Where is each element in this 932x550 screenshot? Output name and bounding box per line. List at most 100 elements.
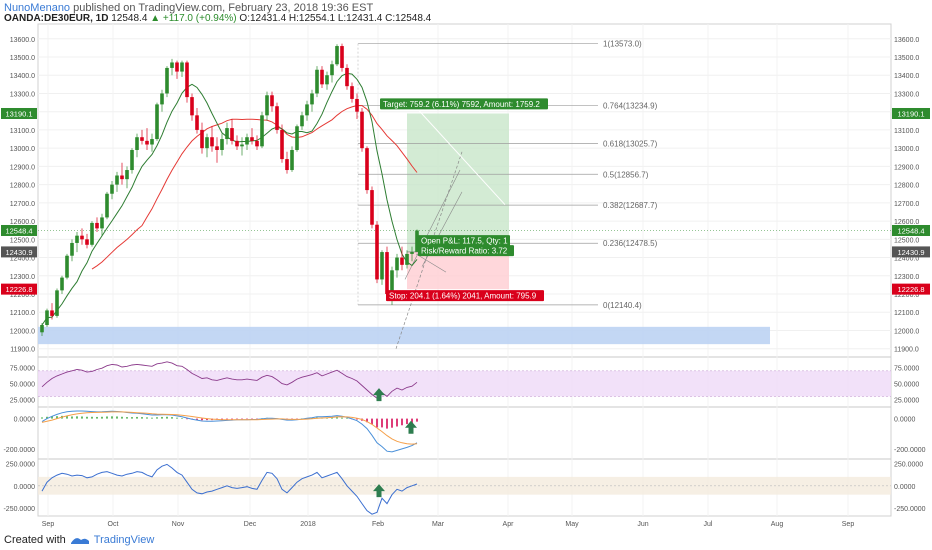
candle-body bbox=[155, 104, 159, 140]
candle-body bbox=[250, 137, 254, 141]
macd-signal-line bbox=[41, 411, 418, 445]
candle-body bbox=[70, 242, 74, 256]
fib-level-label: 0(12140.4) bbox=[603, 301, 642, 310]
tradingview-logo-icon bbox=[70, 538, 89, 544]
y-tick-label-left: 13300.0 bbox=[10, 91, 35, 98]
rsi-tick-left: 75.0000 bbox=[10, 366, 35, 373]
candle-body bbox=[360, 111, 364, 149]
y-tick-label-right: 12800.0 bbox=[894, 183, 919, 190]
x-tick-label: Sep bbox=[42, 521, 55, 528]
candle-body bbox=[390, 270, 394, 295]
target-price-badge-right: 13190.1 bbox=[897, 109, 924, 118]
macd-histogram-bar bbox=[346, 418, 348, 419]
candle-body bbox=[365, 148, 369, 191]
y-tick-label-left: 11900.0 bbox=[10, 347, 35, 354]
candle-body bbox=[395, 257, 399, 271]
y-tick-label-right: 12600.0 bbox=[894, 219, 919, 226]
y-tick-label-right: 12300.0 bbox=[894, 274, 919, 281]
y-tick-label-left: 13600.0 bbox=[10, 37, 35, 44]
cci-line bbox=[41, 463, 418, 515]
candle-body bbox=[270, 95, 274, 107]
rsi-tick-left: 25.0000 bbox=[10, 398, 35, 405]
candle-body bbox=[125, 170, 129, 180]
candle-body bbox=[405, 253, 409, 265]
footer: Created with TradingView bbox=[4, 534, 154, 546]
candle-body bbox=[150, 139, 154, 145]
macd-tick-left: -200.0000 bbox=[3, 447, 35, 454]
macd-histogram-bar bbox=[111, 416, 113, 419]
macd-histogram-bar bbox=[236, 418, 238, 420]
x-tick-label: Aug bbox=[771, 521, 784, 528]
candle-body bbox=[45, 310, 49, 326]
x-tick-label: Mar bbox=[432, 521, 445, 528]
symbol-name: OANDA:DE30EUR, 1D bbox=[4, 13, 109, 24]
candle-body bbox=[190, 97, 194, 116]
y-tick-label-left: 12700.0 bbox=[10, 201, 35, 208]
symbol-line: OANDA:DE30EUR, 1D 12548.4 ▲ +117.0 (+0.9… bbox=[4, 13, 431, 24]
macd-histogram-bar bbox=[176, 417, 178, 419]
candle-body bbox=[340, 46, 344, 68]
macd-tick-left: 0.0000 bbox=[14, 417, 36, 424]
entry-price-badge-left-box bbox=[1, 246, 37, 258]
risk-reward-label: Risk/Reward Ratio: 3.72 bbox=[421, 247, 508, 256]
macd-histogram-bar bbox=[141, 417, 143, 419]
target-price-badge-left: 13190.1 bbox=[5, 109, 32, 118]
macd-tick-right: -200.0000 bbox=[894, 447, 926, 454]
rsi-tick-right: 25.0000 bbox=[894, 398, 919, 405]
author-link[interactable]: NunoMenano bbox=[4, 2, 71, 14]
candle-body bbox=[40, 325, 44, 333]
candle-body bbox=[90, 222, 94, 245]
macd-histogram-bar bbox=[411, 418, 413, 423]
cci-tick-right: 0.0000 bbox=[894, 484, 916, 491]
candle-body bbox=[380, 252, 384, 280]
macd-histogram-bar bbox=[381, 418, 383, 428]
candle-body bbox=[235, 140, 239, 147]
y-tick-label-left: 12300.0 bbox=[10, 274, 35, 281]
open-pnl-label: Open P&L: 117.5, Qty: 1 bbox=[421, 237, 508, 246]
y-tick-label-right: 12200.0 bbox=[894, 292, 919, 299]
macd-histogram-bar bbox=[131, 417, 133, 419]
y-tick-label-right: 13500.0 bbox=[894, 55, 919, 62]
macd-histogram-bar bbox=[391, 418, 393, 428]
risk-reward-label-box bbox=[418, 245, 514, 257]
candle-body bbox=[275, 106, 279, 130]
macd-histogram-bar bbox=[401, 418, 403, 426]
x-tick-label: Jun bbox=[637, 521, 648, 528]
ma-slow-line bbox=[91, 104, 418, 270]
candle-body bbox=[100, 217, 104, 229]
rsi-tick-left: 50.0000 bbox=[10, 382, 35, 389]
publish-line: NunoMenano published on TradingView.com,… bbox=[4, 2, 373, 14]
stop-price-badge-right-box bbox=[892, 283, 930, 295]
candle-body bbox=[175, 62, 179, 72]
stop-label-box bbox=[386, 290, 544, 302]
tradingview-link[interactable]: TradingView bbox=[93, 534, 155, 546]
x-tick-label: Apr bbox=[503, 521, 515, 528]
x-tick-label: Oct bbox=[108, 521, 119, 528]
macd-line bbox=[41, 410, 418, 453]
rsi-band bbox=[38, 370, 891, 397]
candle-body bbox=[170, 62, 174, 68]
stop-price-badge-left: 12226.8 bbox=[5, 285, 32, 294]
macd-histogram-bar bbox=[221, 418, 223, 420]
macd-histogram-bar bbox=[51, 416, 53, 419]
y-tick-label-right: 12700.0 bbox=[894, 201, 919, 208]
y-tick-label-left: 12900.0 bbox=[10, 164, 35, 171]
macd-histogram-bar bbox=[311, 417, 313, 419]
y-tick-label-left: 12500.0 bbox=[10, 237, 35, 244]
rsi-tick-right: 50.0000 bbox=[894, 382, 919, 389]
macd-histogram-bar bbox=[251, 418, 253, 420]
macd-histogram-bar bbox=[416, 418, 418, 422]
fib-level-label: 0.764(13234.9) bbox=[603, 101, 658, 110]
candle-body bbox=[285, 159, 289, 171]
candle-body bbox=[95, 222, 99, 229]
macd-histogram-bar bbox=[136, 416, 138, 419]
target-label-box bbox=[380, 98, 548, 110]
candle-body bbox=[415, 230, 419, 252]
fib-level-label: 1(13573.0) bbox=[603, 40, 642, 49]
cci-tick-left: 0.0000 bbox=[14, 484, 36, 491]
publish-text: published on TradingView.com, February 2… bbox=[73, 2, 374, 14]
macd-histogram-bar bbox=[66, 416, 68, 419]
fib-level-label: 0.236(12478.5) bbox=[603, 239, 658, 248]
candle-body bbox=[260, 115, 264, 147]
